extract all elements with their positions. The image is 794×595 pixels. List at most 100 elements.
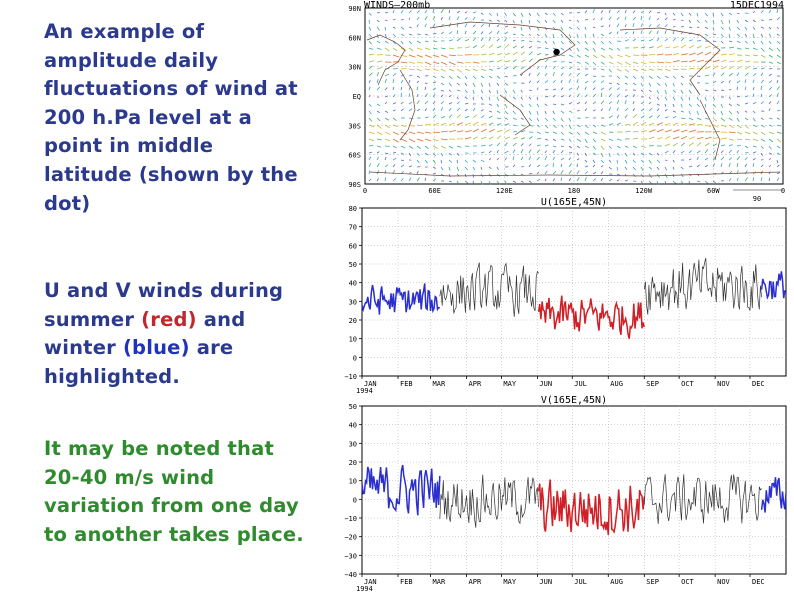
wind-vector bbox=[504, 66, 509, 70]
wind-vector bbox=[744, 95, 749, 98]
wind-vector bbox=[584, 124, 589, 129]
wind-vector bbox=[504, 52, 511, 56]
wind-vector bbox=[752, 19, 756, 23]
wind-vector bbox=[768, 33, 772, 37]
wind-vector bbox=[656, 114, 661, 119]
wind-vector bbox=[496, 67, 501, 70]
wind-vector bbox=[496, 110, 501, 114]
wind-vector bbox=[640, 82, 644, 87]
wind-vector bbox=[600, 17, 603, 21]
wind-vector bbox=[760, 26, 765, 29]
wind-vector bbox=[688, 180, 691, 185]
wind-vector bbox=[648, 129, 656, 133]
wind-vector bbox=[704, 74, 710, 77]
wind-vector bbox=[672, 25, 676, 28]
wind-vector bbox=[592, 87, 596, 91]
wind-vector bbox=[384, 40, 389, 44]
wind-vector bbox=[592, 159, 596, 164]
wind-vector bbox=[760, 93, 763, 98]
wind-vector bbox=[776, 152, 781, 155]
wind-vector bbox=[704, 26, 709, 30]
wind-vector bbox=[640, 46, 646, 49]
wind-vector bbox=[512, 142, 517, 147]
wind-vector bbox=[560, 87, 564, 91]
highlight-text-end: are highlighted. bbox=[44, 336, 234, 388]
wind-vector bbox=[584, 86, 587, 91]
wind-vector bbox=[648, 107, 653, 112]
wind-vector bbox=[368, 131, 375, 135]
wind-vector bbox=[416, 145, 421, 150]
wind-vector bbox=[544, 178, 547, 182]
wind-vector bbox=[512, 39, 516, 42]
wind-vector bbox=[776, 124, 782, 127]
month-label: SEP bbox=[646, 578, 659, 586]
wind-vector bbox=[520, 89, 523, 93]
wind-vector bbox=[568, 178, 572, 182]
wind-vector bbox=[432, 87, 437, 91]
wind-vector bbox=[376, 103, 381, 107]
wind-vector bbox=[584, 101, 587, 105]
wind-vector bbox=[656, 24, 660, 28]
y-tick-label: 60 bbox=[349, 242, 357, 250]
wind-vector bbox=[432, 145, 438, 149]
winter-series-line bbox=[760, 271, 787, 300]
wind-vector bbox=[392, 178, 397, 182]
wind-vector bbox=[440, 130, 448, 133]
wind-vector bbox=[464, 61, 471, 64]
wind-vector bbox=[392, 18, 396, 21]
wind-vector bbox=[616, 152, 620, 156]
wind-vector bbox=[720, 117, 725, 122]
wind-vector bbox=[536, 26, 540, 31]
wind-vector bbox=[584, 26, 587, 30]
wind-vector bbox=[768, 101, 772, 105]
wind-vector bbox=[368, 138, 375, 142]
wind-vector bbox=[728, 26, 731, 31]
wind-vector bbox=[392, 54, 400, 58]
wind-vector bbox=[600, 87, 605, 91]
wind-vector bbox=[448, 89, 452, 92]
wind-vector bbox=[488, 44, 494, 49]
wind-vector bbox=[768, 138, 774, 143]
wind-vector bbox=[752, 40, 756, 45]
wind-vector bbox=[432, 138, 439, 142]
wind-vector bbox=[376, 40, 381, 44]
wind-vector bbox=[656, 68, 663, 71]
wind-vector bbox=[392, 145, 397, 149]
wind-vector bbox=[456, 89, 461, 92]
wind-vector bbox=[440, 115, 446, 119]
wind-vector bbox=[496, 123, 502, 126]
wind-vector bbox=[576, 158, 580, 161]
wind-vector bbox=[608, 68, 612, 73]
wind-vector bbox=[456, 30, 459, 35]
wind-vector bbox=[552, 40, 555, 45]
wind-vector bbox=[616, 138, 622, 141]
wind-vector bbox=[368, 12, 372, 16]
wind-vector bbox=[456, 130, 464, 133]
wind-vector bbox=[440, 68, 446, 72]
wind-vector bbox=[696, 26, 700, 29]
wind-vector bbox=[544, 170, 548, 175]
wind-vector bbox=[592, 26, 596, 29]
wind-vector bbox=[496, 75, 501, 79]
wind-vector bbox=[608, 47, 613, 51]
wind-vector bbox=[664, 150, 669, 154]
wind-vector bbox=[720, 144, 726, 147]
wind-vector bbox=[544, 47, 549, 50]
wind-vector bbox=[408, 68, 415, 71]
wind-vector bbox=[592, 138, 597, 143]
wind-vector bbox=[608, 152, 611, 157]
wind-vector bbox=[640, 166, 644, 172]
wind-vector bbox=[568, 54, 573, 57]
wind-vector bbox=[536, 171, 540, 175]
wind-vector bbox=[608, 159, 612, 163]
wind-vector bbox=[424, 16, 428, 21]
wind-vector bbox=[752, 151, 757, 154]
wind-vector bbox=[408, 93, 410, 98]
wind-vector bbox=[648, 159, 652, 164]
wind-vector bbox=[592, 178, 597, 182]
wind-vector bbox=[528, 80, 532, 84]
wind-vector bbox=[592, 124, 597, 128]
wind-vector bbox=[472, 82, 476, 88]
wind-vector bbox=[560, 79, 563, 84]
wind-vector bbox=[768, 19, 772, 21]
